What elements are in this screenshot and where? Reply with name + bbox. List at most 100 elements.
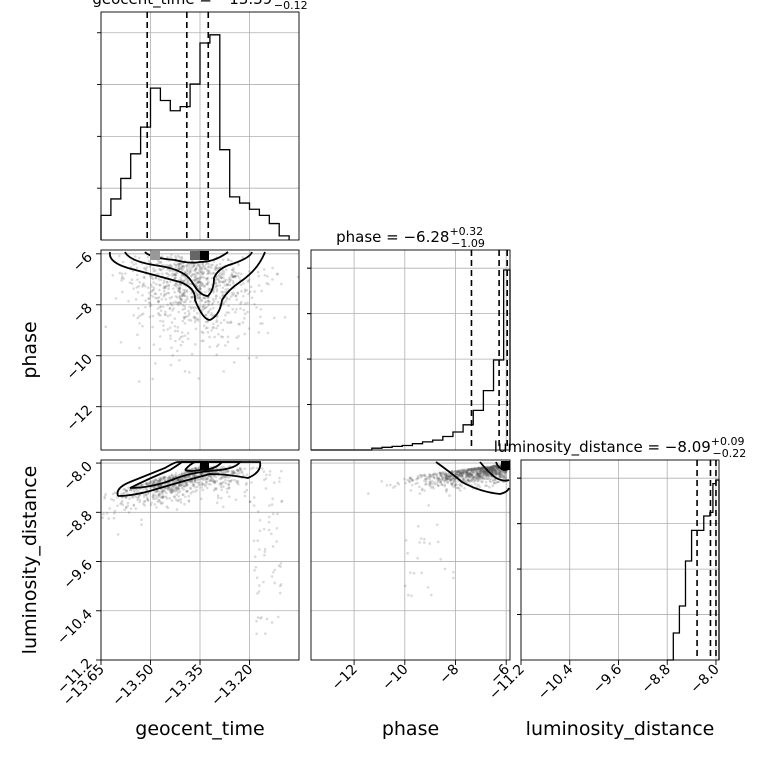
scatter-point [492, 468, 496, 472]
scatter-point [221, 475, 225, 479]
scatter-point [430, 474, 433, 478]
scatter-point [467, 480, 471, 483]
scatter-point [242, 474, 245, 477]
scatter-point [456, 471, 460, 474]
scatter-point [157, 299, 160, 303]
scatter-point [218, 280, 221, 283]
scatter-point [236, 468, 240, 472]
scatter-point [239, 272, 243, 276]
scatter-point [181, 493, 184, 497]
scatter-point [177, 478, 180, 482]
scatter-point [439, 557, 442, 561]
scatter-point [253, 569, 256, 572]
scatter-point [393, 484, 397, 488]
scatter-point [263, 273, 267, 277]
scatter-point [125, 490, 128, 493]
scatter-point [491, 466, 494, 469]
scatter-point [227, 483, 230, 486]
scatter-point [218, 477, 222, 481]
scatter-point [224, 290, 227, 294]
scatter-point [438, 472, 442, 475]
scatter-point [158, 478, 162, 482]
scatter-point [408, 476, 412, 480]
scatter-point [264, 632, 267, 636]
scatter-point [146, 497, 149, 501]
scatter-point [196, 311, 199, 315]
scatter-point [239, 467, 242, 471]
scatter-point [151, 289, 154, 292]
scatter-point [450, 483, 454, 487]
scatter-point [467, 468, 470, 471]
scatter-point [168, 487, 172, 490]
scatter-point [179, 498, 183, 501]
scatter-point [478, 472, 482, 476]
scatter-point [201, 262, 204, 265]
density-cell [150, 251, 160, 260]
scatter-point [454, 482, 457, 485]
scatter-point [452, 477, 455, 481]
scatter-point [177, 495, 180, 498]
scatter-point [489, 468, 492, 472]
scatter-point [185, 267, 189, 270]
scatter-point [492, 464, 496, 468]
scatter-point [478, 477, 481, 481]
scatter-point [467, 474, 471, 477]
scatter-point [429, 593, 433, 597]
scatter-point [186, 489, 189, 493]
scatter-point [177, 483, 181, 487]
scatter-point [144, 493, 148, 497]
scatter-point [189, 275, 193, 278]
scatter-panel-geocent_time-luminosity_distance [100, 459, 300, 661]
scatter-point [209, 287, 212, 291]
scatter-point [445, 488, 449, 491]
scatter-point [494, 465, 498, 468]
scatter-point [425, 477, 428, 481]
scatter-point [121, 260, 125, 264]
scatter-point [201, 304, 205, 308]
scatter-point [481, 467, 484, 470]
scatter-point [227, 486, 231, 490]
scatter-point [206, 296, 210, 300]
scatter-point [178, 286, 181, 290]
scatter-point [212, 306, 215, 310]
scatter-point [225, 470, 229, 473]
scatter-point [263, 553, 266, 557]
scatter-point [439, 481, 443, 485]
scatter-point [412, 571, 416, 575]
scatter-point [191, 272, 194, 276]
scatter-point [137, 489, 140, 493]
scatter-point [469, 474, 472, 477]
scatter-point [465, 471, 468, 475]
scatter-point [483, 470, 487, 474]
title-plus: +0.09 [711, 435, 745, 448]
scatter-point [460, 470, 463, 473]
scatter-point [239, 302, 242, 306]
scatter-point [224, 344, 227, 347]
scatter-point [473, 469, 476, 473]
scatter-point [198, 483, 201, 487]
scatter-point [474, 468, 478, 472]
x-axis-label-geocent_time: geocent_time [135, 718, 264, 740]
scatter-point [194, 466, 197, 470]
scatter-point [182, 264, 186, 268]
scatter-point [495, 473, 498, 476]
scatter-point [191, 475, 195, 479]
scatter-point [206, 282, 210, 285]
scatter-point [192, 278, 195, 282]
scatter-point [186, 269, 190, 273]
scatter-point [475, 477, 479, 480]
scatter-point [180, 483, 183, 487]
scatter-point [461, 471, 465, 475]
scatter-point [220, 275, 223, 279]
scatter-point [453, 477, 457, 480]
scatter-point [183, 290, 187, 294]
scatter-point [215, 284, 218, 288]
scatter-point [191, 265, 195, 269]
scatter-point [144, 267, 147, 271]
scatter-point [229, 480, 233, 483]
scatter-point [233, 471, 237, 475]
scatter-point [467, 479, 470, 483]
scatter-point [230, 472, 234, 476]
scatter-point [420, 474, 424, 477]
